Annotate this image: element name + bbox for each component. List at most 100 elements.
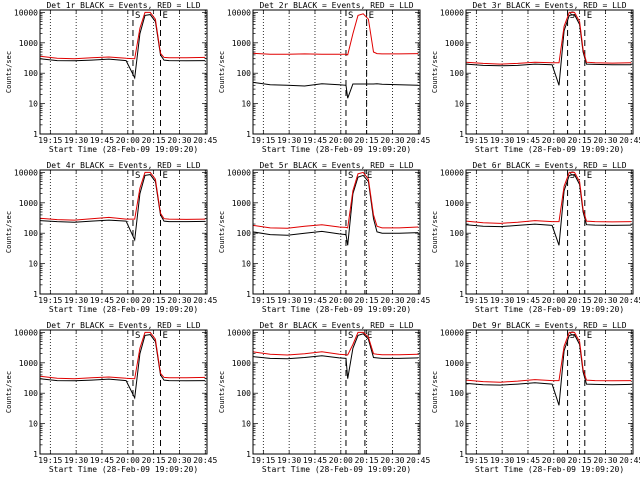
x-tick-label: 20:00: [116, 456, 140, 465]
y-tick-label: 1000: [232, 359, 251, 368]
start-marker-label: S: [570, 171, 575, 181]
x-tick-label: 20:30: [380, 456, 404, 465]
x-axis-label: Start Time (28-Feb-09 19:09:20): [475, 305, 624, 314]
y-tick-label: 1000: [19, 199, 38, 208]
panel-6: Det 6r BLACK = Events, RED = LLD 1 10 100 10…: [431, 161, 640, 314]
plot-frame: [252, 329, 421, 455]
plot-frame: [39, 9, 208, 135]
series-line-lld: [252, 171, 419, 229]
y-tick-label: 1: [33, 290, 38, 299]
x-tick-label: 20:15: [568, 136, 592, 145]
start-marker-label: S: [570, 331, 575, 341]
y-tick-label: 10: [241, 420, 251, 429]
x-tick-label: 20:00: [116, 136, 140, 145]
panel-title: Det 4r BLACK = Events, RED = LLD: [46, 161, 200, 170]
panel-title: Det 5r BLACK = Events, RED = LLD: [259, 161, 413, 170]
x-tick-label: 19:30: [490, 136, 514, 145]
plot-frame: [465, 169, 634, 295]
series-line-lld: [465, 331, 632, 383]
x-tick-label: 19:15: [38, 456, 62, 465]
x-axis-label: Start Time (28-Feb-09 19:09:20): [475, 145, 624, 154]
y-tick-label: 1: [33, 450, 38, 459]
x-tick-label: 19:45: [303, 136, 327, 145]
y-tick-label: 10000: [14, 8, 38, 17]
x-tick-label: 19:45: [516, 136, 540, 145]
start-marker-label: S: [348, 331, 353, 341]
y-tick-label: 10: [241, 260, 251, 269]
x-tick-label: 19:30: [277, 456, 301, 465]
y-tick-label: 1: [459, 450, 464, 459]
end-marker-label: E: [163, 11, 168, 21]
x-tick-label: 20:15: [142, 296, 166, 305]
y-axis-label: Counts/sec: [218, 371, 226, 413]
x-tick-label: 19:45: [516, 456, 540, 465]
y-tick-label: 10000: [14, 168, 38, 177]
x-tick-label: 19:45: [90, 456, 114, 465]
plot-frame: [39, 329, 208, 455]
plot-frame: [465, 329, 634, 455]
y-tick-label: 1000: [19, 39, 38, 48]
x-tick-label: 20:15: [355, 296, 379, 305]
panel-title: Det 6r BLACK = Events, RED = LLD: [472, 161, 626, 170]
x-tick-label: 19:30: [64, 296, 88, 305]
y-tick-label: 1: [459, 130, 464, 139]
y-tick-label: 10: [28, 100, 38, 109]
x-tick-label: 19:30: [64, 136, 88, 145]
y-tick-label: 10000: [14, 328, 38, 337]
x-tick-label: 19:45: [516, 296, 540, 305]
panel-title: Det 2r BLACK = Events, RED = LLD: [259, 1, 413, 10]
y-tick-label: 1000: [445, 39, 464, 48]
x-tick-label: 20:00: [542, 136, 566, 145]
panel-title: Det 3r BLACK = Events, RED = LLD: [472, 1, 626, 10]
x-tick-label: 20:30: [380, 296, 404, 305]
plot-frame: [252, 9, 421, 135]
panel-7: Det 7r BLACK = Events, RED = LLD 1 10 100 10…: [5, 321, 217, 474]
x-tick-label: 19:15: [251, 456, 275, 465]
y-tick-label: 100: [24, 389, 39, 398]
plot-frame: [39, 169, 208, 295]
y-tick-label: 100: [237, 229, 252, 238]
end-marker-label: E: [587, 11, 592, 21]
panel-9: Det 9r BLACK = Events, RED = LLD 1 10 100 10…: [431, 321, 640, 474]
panel-title: Det 1r BLACK = Events, RED = LLD: [46, 1, 200, 10]
x-axis-label: Start Time (28-Feb-09 19:09:20): [49, 145, 198, 154]
start-marker-label: S: [135, 331, 140, 341]
x-tick-label: 20:45: [406, 296, 430, 305]
y-axis-label: Counts/sec: [431, 51, 439, 93]
x-tick-label: 20:45: [619, 456, 640, 465]
x-tick-label: 19:15: [38, 296, 62, 305]
x-tick-label: 20:15: [568, 456, 592, 465]
series-line-lld: [465, 11, 632, 65]
y-tick-label: 1000: [445, 199, 464, 208]
x-tick-label: 20:30: [593, 296, 617, 305]
x-tick-label: 19:15: [251, 296, 275, 305]
x-axis-label: Start Time (28-Feb-09 19:09:20): [475, 465, 624, 474]
y-tick-label: 100: [24, 229, 39, 238]
x-tick-label: 20:45: [619, 296, 640, 305]
y-tick-label: 10000: [227, 168, 251, 177]
series-line-events: [252, 174, 419, 246]
x-tick-label: 19:15: [464, 296, 488, 305]
x-axis-label: Start Time (28-Feb-09 19:09:20): [262, 145, 411, 154]
x-tick-label: 20:00: [542, 296, 566, 305]
x-tick-label: 20:45: [406, 456, 430, 465]
series-line-lld: [39, 171, 206, 221]
end-marker-label: E: [163, 171, 168, 181]
x-tick-label: 19:15: [464, 136, 488, 145]
y-tick-label: 1000: [232, 199, 251, 208]
series-line-lld: [252, 331, 419, 356]
y-tick-label: 10000: [227, 8, 251, 17]
series-line-events: [39, 14, 206, 80]
y-tick-label: 10: [28, 260, 38, 269]
y-tick-label: 1: [246, 450, 251, 459]
y-tick-label: 1: [246, 130, 251, 139]
x-tick-label: 19:45: [90, 296, 114, 305]
y-tick-label: 100: [450, 389, 465, 398]
plot-frame: [252, 169, 421, 295]
y-axis-label: Counts/sec: [431, 211, 439, 253]
y-axis-label: Counts/sec: [431, 371, 439, 413]
x-tick-label: 19:15: [38, 136, 62, 145]
panel-4: Det 4r BLACK = Events, RED = LLD 1 10 100 10…: [5, 161, 217, 314]
